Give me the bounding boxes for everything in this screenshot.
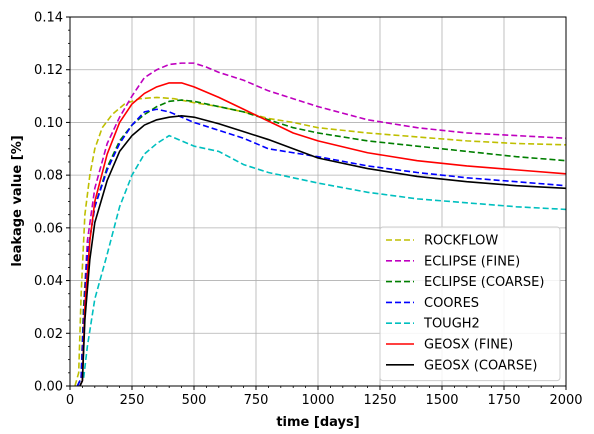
y-tick-label: 0.08 [34,169,63,184]
x-axis-ticks: 0 250 500 750 1000 1250 1500 1750 2000 [66,386,583,408]
y-axis-ticks: 0.00 0.02 0.04 0.06 0.08 0.10 0.12 0.14 [34,11,70,395]
legend-label-coores: COORES [424,296,479,311]
y-tick-label: 0.04 [34,274,63,289]
y-tick-label: 0.06 [34,221,63,236]
x-tick-label: 500 [182,393,207,408]
series-line-tough2 [79,134,567,387]
y-tick-label: 0.14 [34,11,63,26]
x-tick-label: 750 [244,393,269,408]
series-layer [74,62,567,387]
series-line-geosx-coarse [79,115,567,387]
legend-label-eclipse-coarse: ECLIPSE (COARSE) [424,275,544,290]
legend-label-geosx-fine: GEOSX (FINE) [424,338,513,353]
y-axis-label: leakage value [%] [10,135,25,266]
y-tick-label: 0.12 [34,63,63,78]
y-tick-label: 0.00 [34,380,63,395]
x-tick-label: 2000 [549,393,582,408]
x-tick-label: 1250 [363,393,396,408]
x-axis-label: time [days] [276,415,359,430]
legend-box [379,226,561,382]
series-line-geosx-fine [79,82,567,387]
x-tick-label: 0 [66,393,74,408]
legend: ROCKFLOW ECLIPSE (FINE) ECLIPSE (COARSE) CO… [379,226,561,382]
legend-label-rockflow: ROCKFLOW [424,234,498,249]
series-line-eclipse-fine [76,62,567,387]
y-tick-label: 0.02 [34,327,63,342]
y-tick-label: 0.10 [34,116,63,131]
x-tick-label: 1750 [487,393,520,408]
legend-label-tough2: TOUGH2 [423,317,480,332]
series-line-rockflow [74,96,567,387]
legend-label-geosx-coarse: GEOSX (COARSE) [424,358,537,373]
x-tick-label: 1500 [425,393,458,408]
legend-label-eclipse-fine: ECLIPSE (FINE) [424,254,520,269]
x-tick-label: 250 [120,393,145,408]
x-tick-label: 1000 [301,393,334,408]
